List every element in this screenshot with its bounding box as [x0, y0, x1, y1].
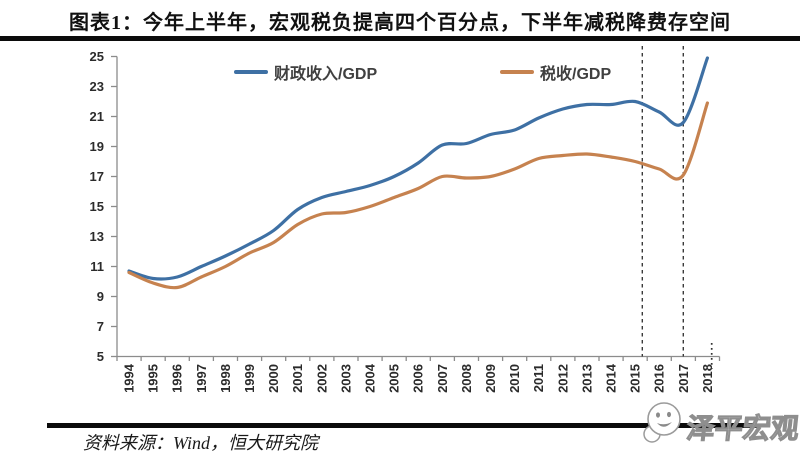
svg-text:7: 7: [97, 319, 104, 334]
svg-text:2013: 2013: [579, 364, 594, 393]
svg-text:2011: 2011: [531, 364, 546, 392]
legend-line-swatch-orange: [500, 70, 534, 74]
svg-text:1998: 1998: [218, 364, 233, 393]
svg-text:2002: 2002: [314, 364, 329, 393]
svg-text:2006: 2006: [411, 364, 426, 393]
svg-text:2017: 2017: [676, 364, 691, 393]
title-underline: [0, 36, 800, 41]
legend-item-fiscal-revenue: 财政收入/GDP: [234, 60, 377, 84]
svg-text:1996: 1996: [170, 364, 185, 393]
svg-text:13: 13: [90, 229, 104, 244]
svg-text:11: 11: [90, 259, 104, 274]
svg-text:5: 5: [97, 349, 104, 364]
svg-text:1997: 1997: [194, 364, 209, 393]
svg-text:2015: 2015: [628, 364, 643, 393]
svg-text:9: 9: [97, 289, 104, 304]
svg-text:2014: 2014: [604, 363, 619, 393]
zeping-face-icon: [643, 402, 681, 443]
watermark: 泽平宏观: [643, 402, 800, 445]
svg-text:2005: 2005: [387, 364, 402, 393]
svg-text:21: 21: [90, 109, 104, 124]
svg-text:23: 23: [90, 79, 104, 94]
legend-label-tax: 税收/GDP: [540, 66, 612, 83]
svg-text:2007: 2007: [435, 364, 450, 393]
svg-text:2001: 2001: [290, 364, 305, 393]
legend-label-fiscal-revenue: 财政收入/GDP: [274, 66, 378, 83]
svg-text:2009: 2009: [483, 364, 498, 393]
svg-text:15: 15: [90, 199, 104, 214]
chart-title: 图表1：今年上半年，宏观税负提高四个百分点，下半年减税降费存空间: [69, 12, 731, 34]
plot-area: 5 7 9 11 13 15 17 19 21 23 25 1994 1995 1996 1997 1998 1…: [90, 46, 721, 393]
svg-text:17: 17: [90, 169, 104, 184]
svg-text:2018: 2018: [700, 364, 715, 393]
svg-text:2010: 2010: [507, 364, 522, 393]
svg-text:25: 25: [90, 49, 104, 64]
source-note: 资料来源：Wind，恒大研究院: [83, 433, 319, 453]
svg-text:2003: 2003: [338, 364, 353, 393]
legend-line-swatch-blue: [234, 70, 268, 74]
legend-item-tax: 税收/GDP: [500, 60, 611, 84]
svg-text:1999: 1999: [242, 364, 257, 393]
footer-rule: [47, 423, 757, 428]
svg-text:1995: 1995: [146, 364, 161, 393]
svg-text:2016: 2016: [652, 364, 667, 393]
svg-text:1994: 1994: [122, 363, 137, 393]
svg-text:2012: 2012: [555, 364, 570, 393]
svg-text:2000: 2000: [266, 364, 281, 393]
svg-text:19: 19: [90, 139, 104, 154]
svg-text:2004: 2004: [363, 363, 378, 393]
watermark-text: 泽平宏观: [685, 412, 800, 444]
svg-text:2008: 2008: [459, 364, 474, 393]
